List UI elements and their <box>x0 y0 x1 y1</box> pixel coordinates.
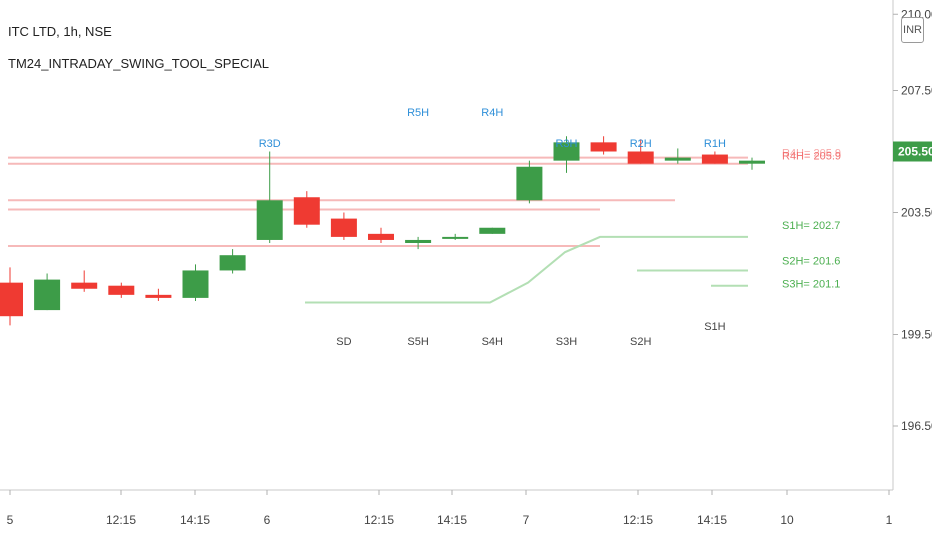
candle-body-down <box>330 218 357 237</box>
level-label-support: S1H= 202.7 <box>782 220 840 232</box>
y-tick-label: 203.50 <box>901 206 932 220</box>
level-label-r4h: R4H= 205.9 <box>782 151 841 163</box>
level-label-support: S3H= 201.1 <box>782 279 840 291</box>
x-tick-label: 14:15 <box>437 513 467 527</box>
candle-body-up <box>405 239 432 243</box>
candle-body-down <box>627 151 654 164</box>
x-tick-label: 1 <box>886 513 893 527</box>
candle-body-up <box>479 227 506 234</box>
candle-body-down <box>0 282 23 317</box>
y-tick-label: 196.50 <box>901 419 932 433</box>
pivot-label-bottom: S5H <box>407 336 428 348</box>
candle-body-down <box>368 233 394 240</box>
symbol-legend[interactable]: ITC LTD, 1h, NSE <box>8 24 112 39</box>
candle-body-down <box>590 142 617 152</box>
candle-body-down <box>108 285 135 295</box>
x-tick-label: 12:15 <box>364 513 394 527</box>
x-tick-label: 5 <box>7 513 14 527</box>
candle-body-up <box>256 200 283 240</box>
x-tick-label: 7 <box>523 513 530 527</box>
indicator-legend[interactable]: TM24_INTRADAY_SWING_TOOL_SPECIAL <box>8 56 270 71</box>
x-tick-label: 12:15 <box>106 513 136 527</box>
level-lines <box>8 156 748 304</box>
y-tick-label: 207.50 <box>901 84 932 98</box>
pivot-label-bottom: S4H <box>482 336 503 348</box>
candle-body-up <box>516 166 543 201</box>
candle-body-up <box>442 236 469 239</box>
support-line-s1h <box>305 235 748 304</box>
candle-body-up <box>182 270 209 298</box>
pivot-label-top: R3H <box>555 138 577 150</box>
candle-body-up <box>664 157 691 161</box>
pivot-label-top: R4H <box>481 107 503 119</box>
pivot-label-top: R5H <box>407 107 429 119</box>
y-tick-label: 199.50 <box>901 328 932 342</box>
x-tick-label: 10 <box>780 513 794 527</box>
current-price-badge <box>893 141 932 162</box>
candle-body-up <box>553 142 580 161</box>
candle-body-down <box>145 294 172 298</box>
x-tick-label: 12:15 <box>623 513 653 527</box>
pivot-label-bottom: S3H <box>556 336 577 348</box>
pivot-label-top: R2H <box>630 138 652 150</box>
level-label-r4h-overlap: R4H= 205.9 <box>782 148 841 160</box>
pivot-label-bottom: S1H <box>704 321 725 333</box>
currency-badge[interactable]: INR <box>901 17 924 43</box>
candle-body-up <box>219 255 246 271</box>
candle-body-up <box>34 279 61 311</box>
pivot-label-bottom: SD <box>336 336 351 348</box>
current-price-label: 205.50 <box>898 145 932 159</box>
candle-body-up <box>739 160 765 164</box>
x-tick-label: 14:15 <box>180 513 210 527</box>
candle-body-down <box>701 154 728 164</box>
pivot-label-bottom: S2H <box>630 336 651 348</box>
x-tick-label: 6 <box>264 513 271 527</box>
candle-body-down <box>293 197 320 225</box>
candles <box>0 136 765 326</box>
level-label-support: S2H= 201.6 <box>782 255 840 267</box>
pivot-label-top: R1H <box>704 138 726 150</box>
pivot-label-top: R3D <box>259 138 281 150</box>
candle-body-down <box>71 282 98 289</box>
axes: 210.00207.50203.50199.50196.50205.50512:… <box>0 0 932 527</box>
x-tick-label: 14:15 <box>697 513 727 527</box>
